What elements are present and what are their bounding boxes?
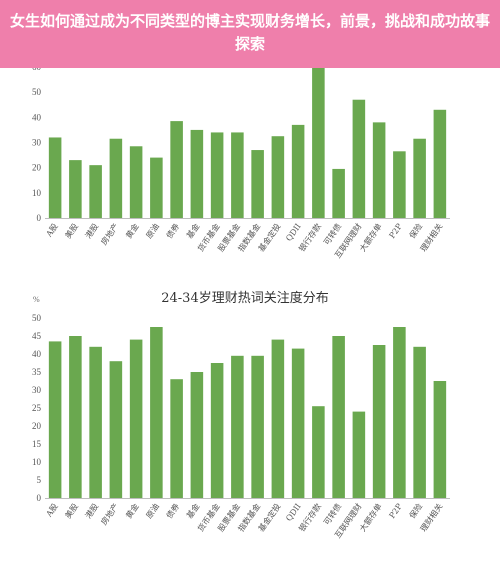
- bar: [433, 109, 447, 218]
- chart-title: 24-34岁理财热词关注度分布: [161, 290, 328, 306]
- y-tick-label: 30: [32, 138, 42, 148]
- y-tick-label: 50: [32, 313, 42, 323]
- bar: [312, 67, 325, 218]
- bar: [231, 355, 244, 498]
- x-category-label: 债券: [164, 501, 181, 520]
- bar: [89, 346, 102, 498]
- x-category-label: P2P: [388, 501, 405, 520]
- y-tick-label: 25: [32, 403, 42, 413]
- y-tick-label: 35: [32, 367, 42, 377]
- bar: [170, 379, 183, 498]
- y-tick-label: 10: [32, 188, 42, 198]
- bar: [150, 327, 163, 498]
- bar: [251, 150, 264, 218]
- bar: [210, 363, 224, 498]
- bar: [433, 381, 447, 498]
- bar: [393, 151, 406, 218]
- bar: [150, 157, 163, 218]
- bar: [352, 99, 366, 218]
- bar: [312, 406, 325, 498]
- x-category-label: QDII: [284, 502, 302, 523]
- bar: [170, 121, 183, 218]
- title-banner: 女生如何通过成为不同类型的博主实现财务增长，前景，挑战和成功故事探索: [0, 0, 500, 68]
- x-category-label: 原油: [144, 501, 161, 520]
- banner-title: 女生如何通过成为不同类型的博主实现财务增长，前景，挑战和成功故事探索: [10, 12, 491, 53]
- bar: [393, 327, 406, 498]
- x-category-label: 黄金: [123, 501, 140, 520]
- bar: [332, 168, 345, 218]
- y-tick-label: 40: [32, 349, 42, 359]
- bar: [48, 341, 62, 498]
- bar: [372, 345, 386, 498]
- bar: [69, 160, 82, 218]
- bar: [129, 339, 143, 498]
- bar: [210, 132, 224, 218]
- bar: [271, 339, 285, 498]
- y-tick-label: 20: [32, 421, 42, 431]
- bar: [48, 137, 62, 218]
- x-category-label: 房地产: [99, 501, 121, 526]
- x-category-label: 基金: [184, 501, 201, 520]
- bar: [251, 355, 264, 498]
- bar: [413, 138, 426, 218]
- x-category-label: 美股: [63, 501, 80, 520]
- y-tick-label: 50: [32, 87, 42, 97]
- bar: [129, 146, 143, 218]
- bar: [89, 165, 102, 218]
- bar: [352, 411, 366, 498]
- bar: [190, 129, 204, 218]
- x-category-label: 可转债: [321, 501, 343, 526]
- y-tick-label: 30: [32, 385, 42, 395]
- y-tick-label: 0: [37, 213, 42, 223]
- bar: [231, 132, 244, 218]
- y-tick-label: 0: [37, 493, 42, 503]
- bar: [109, 138, 123, 218]
- y-tick-label: 15: [32, 439, 42, 449]
- bar: [332, 336, 345, 498]
- y-tick-label: 45: [32, 331, 42, 341]
- bar: [190, 372, 204, 498]
- bar: [291, 348, 305, 498]
- bar: [271, 136, 285, 218]
- x-category-label: 保险: [407, 501, 424, 520]
- bar: [413, 346, 426, 498]
- bar: [69, 336, 82, 498]
- y-tick-label: 10: [32, 457, 42, 467]
- y-unit-label: %: [33, 295, 40, 304]
- bar: [291, 124, 305, 218]
- y-tick-label: 5: [37, 475, 42, 485]
- bar: [372, 122, 386, 218]
- y-tick-label: 20: [32, 163, 42, 173]
- x-category-label: 港股: [83, 501, 100, 520]
- bar: [109, 361, 123, 498]
- y-tick-label: 40: [32, 112, 42, 122]
- x-category-label: A股: [44, 502, 60, 519]
